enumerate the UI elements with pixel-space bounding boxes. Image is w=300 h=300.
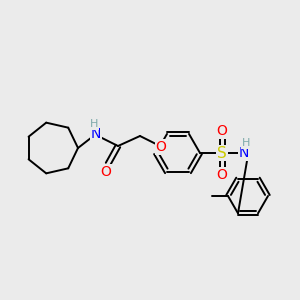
Text: S: S <box>217 146 227 160</box>
Text: H: H <box>90 119 98 129</box>
Text: N: N <box>91 127 101 141</box>
Text: N: N <box>239 146 249 160</box>
Text: O: O <box>100 165 111 179</box>
Text: O: O <box>217 124 227 138</box>
Text: H: H <box>242 138 250 148</box>
Text: O: O <box>156 140 167 154</box>
Text: O: O <box>217 168 227 182</box>
